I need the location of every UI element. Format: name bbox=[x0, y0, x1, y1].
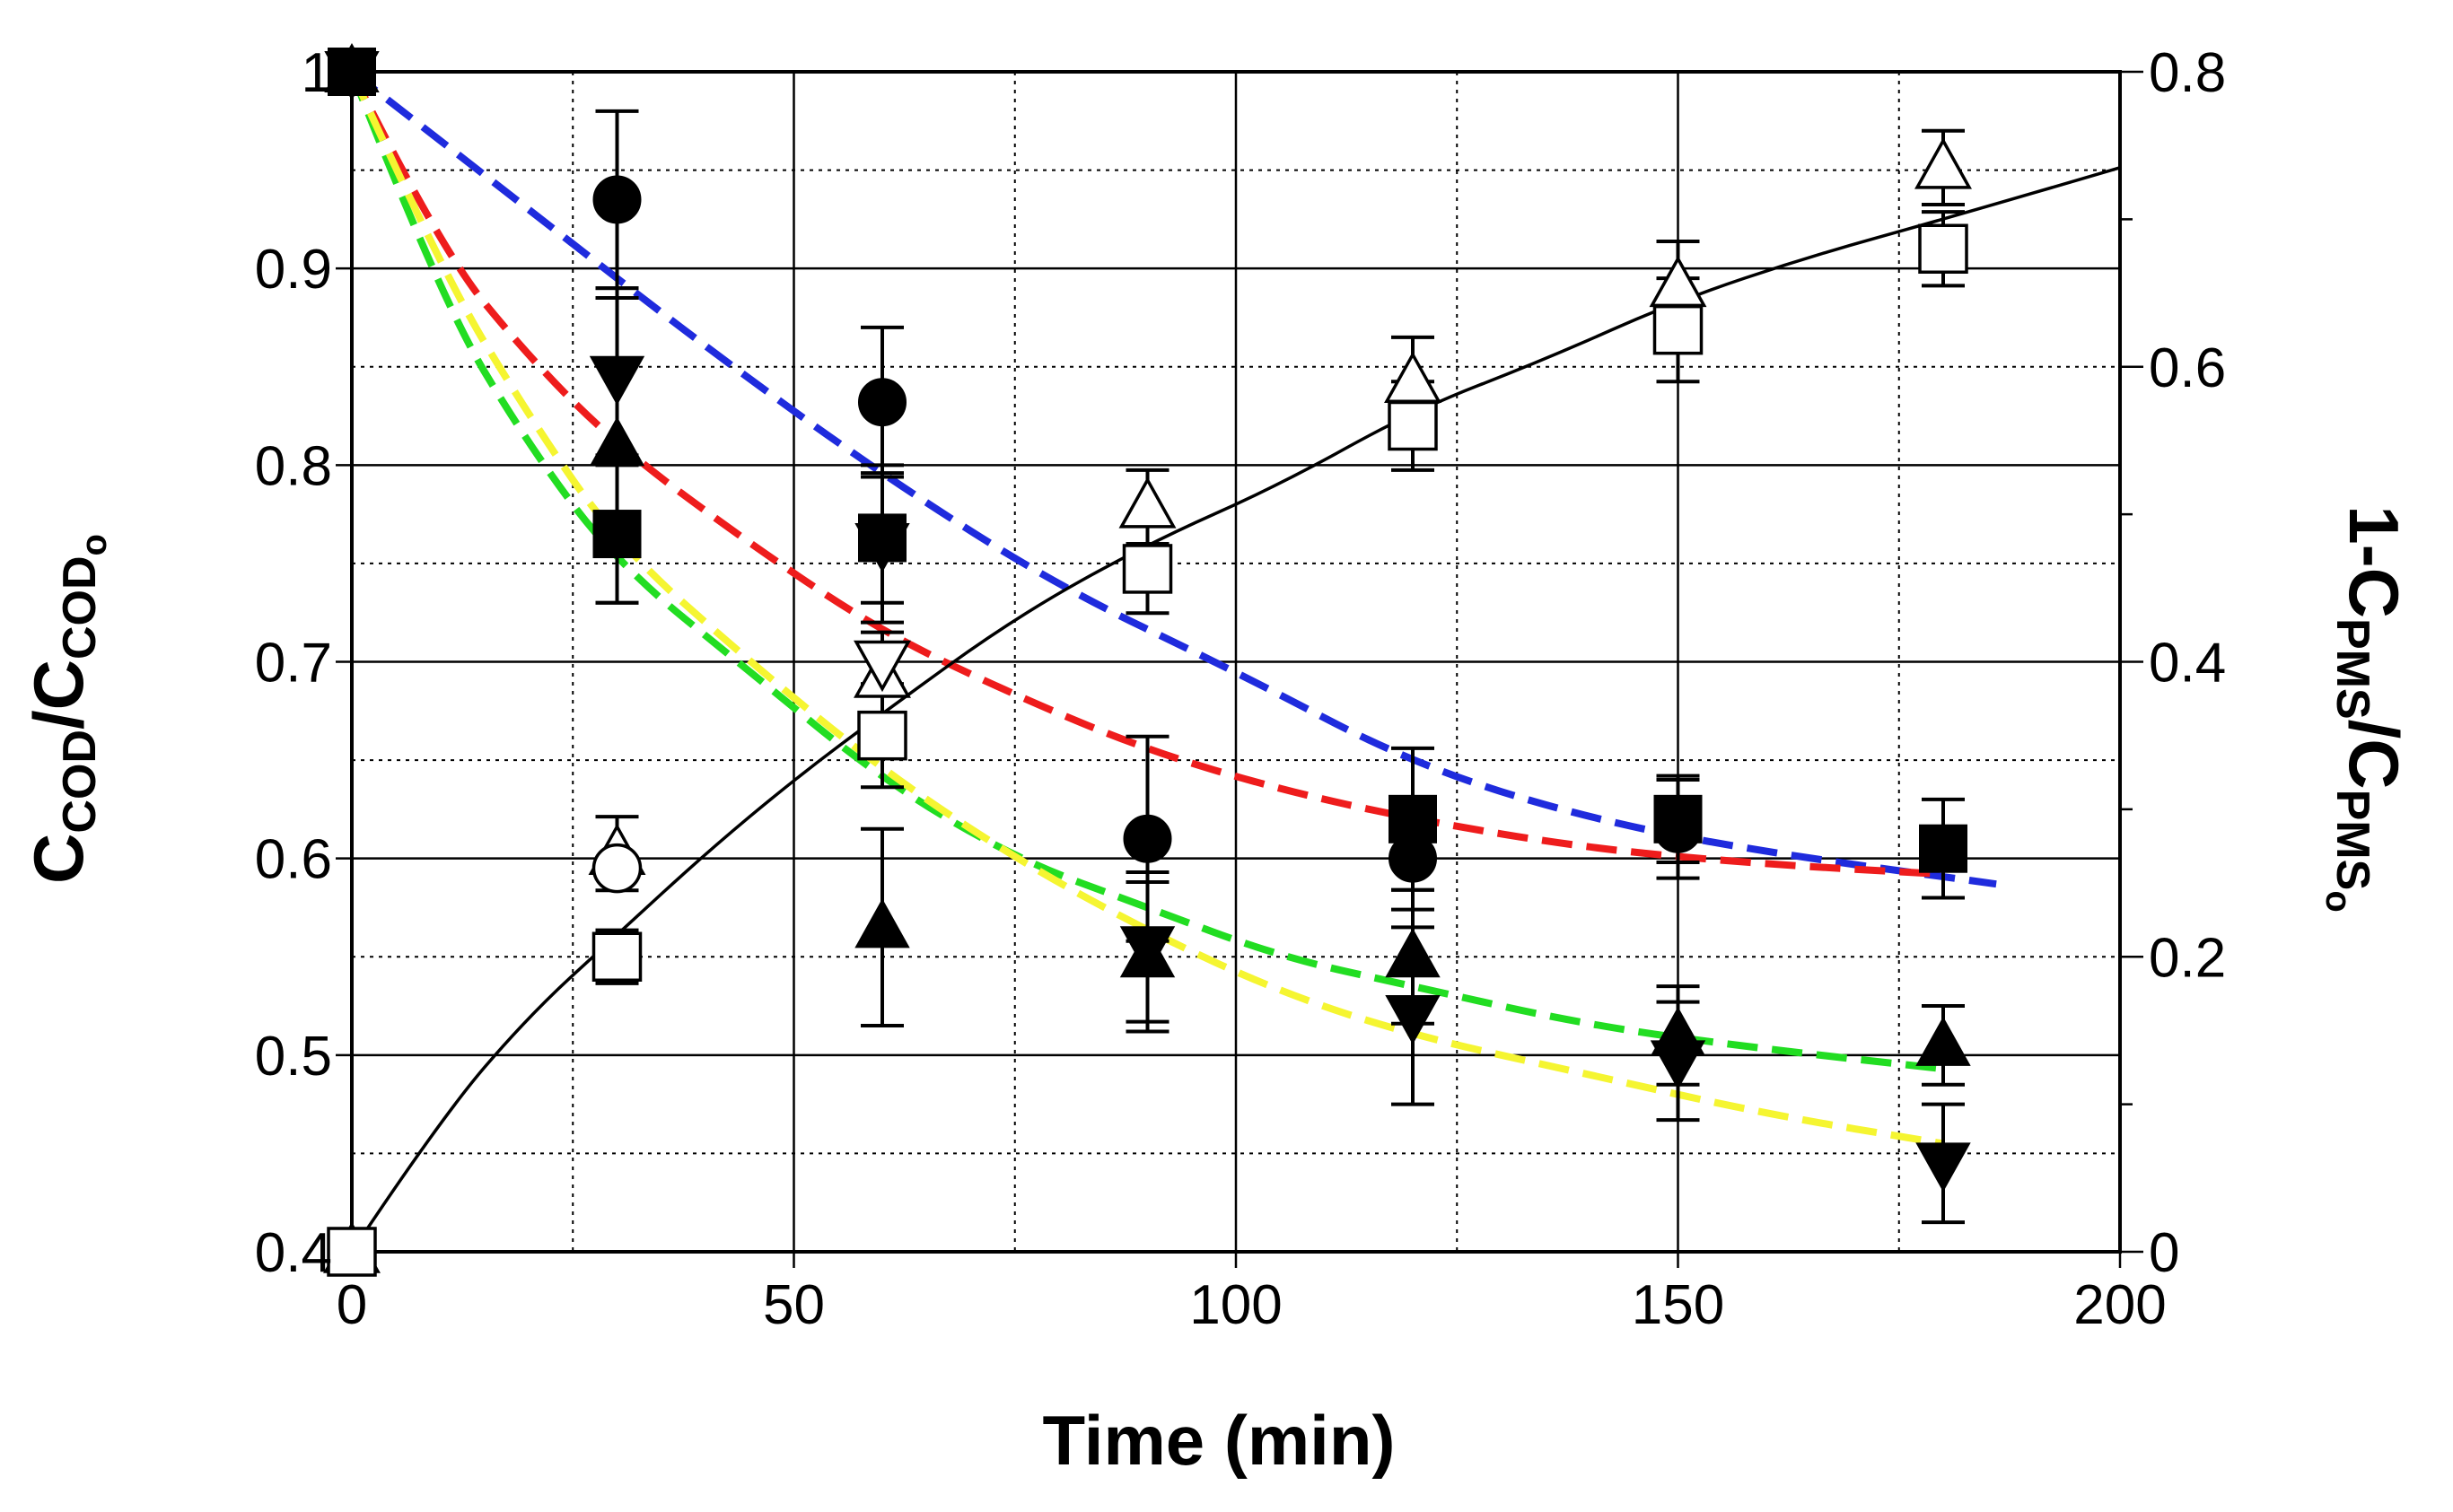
x-axis-title: Time (min) bbox=[1043, 1401, 1396, 1480]
open-triangle-up-point bbox=[1649, 255, 1707, 308]
y2-tick-label: 0.8 bbox=[2149, 42, 2226, 104]
y-axis-title-sub2: COD bbox=[54, 555, 106, 660]
open-square-point bbox=[1652, 304, 1704, 355]
open-square-point bbox=[591, 931, 643, 982]
open-square-point bbox=[1388, 400, 1438, 451]
filled-triangle-down-point bbox=[1385, 995, 1441, 1045]
y-tick-label: 0.8 bbox=[255, 435, 332, 497]
y-tick-label: 0.7 bbox=[255, 633, 332, 695]
y-tick-label: 0.5 bbox=[255, 1026, 332, 1088]
y2-tick-label: 0 bbox=[2149, 1222, 2179, 1284]
x-tick-label: 150 bbox=[1632, 1274, 1724, 1336]
filled-triangle-down-point bbox=[1650, 1040, 1706, 1090]
filled-triangle-up-point bbox=[589, 416, 645, 467]
filled-square-point bbox=[1389, 794, 1437, 843]
filled-triangle-down-point bbox=[589, 355, 645, 406]
y-axis-title-main: C bbox=[19, 834, 98, 884]
open-square-point bbox=[857, 710, 907, 761]
open-triangle-up-point bbox=[1384, 351, 1441, 403]
open-triangle-up-point bbox=[1118, 476, 1177, 529]
filled-square-point bbox=[1919, 824, 1967, 873]
filled-square-point bbox=[592, 510, 642, 559]
y-axis-title-slash: /C bbox=[19, 660, 98, 730]
y2-tick-labels: 0 0.2 0.4 0.6 0.8 bbox=[2149, 42, 2226, 1284]
y-tick-label: 0.9 bbox=[255, 239, 332, 301]
filled-circle-point bbox=[858, 378, 907, 427]
red-fit-line bbox=[348, 70, 1944, 878]
y2-axis-title-subsub: o bbox=[2318, 890, 2358, 912]
filled-triangle-up-point bbox=[1915, 1016, 1971, 1066]
x-tick-label: 100 bbox=[1189, 1274, 1282, 1336]
y-tick-label: 0.4 bbox=[255, 1222, 332, 1284]
x-tick-label: 0 bbox=[337, 1274, 367, 1336]
open-square-point bbox=[327, 1227, 377, 1277]
y-axis-title-sub: COD bbox=[54, 730, 106, 834]
y2-axis-title-sub: PMS bbox=[2326, 618, 2379, 720]
filled-circle-point bbox=[592, 175, 642, 224]
y2-tick-label: 0.6 bbox=[2149, 337, 2226, 399]
y2-axis-title: 1-CPMS/CPMSo bbox=[2318, 505, 2414, 913]
fit-lines bbox=[348, 68, 2121, 1253]
green-fit-line bbox=[348, 70, 1944, 1073]
y-tick-label: 1 bbox=[302, 42, 332, 104]
minor-gridlines bbox=[352, 72, 2120, 1252]
filled-circle-point bbox=[1123, 814, 1172, 863]
y-tick-labels: 0.4 0.5 0.6 0.7 0.8 0.9 1 bbox=[255, 42, 332, 1284]
filled-triangle-down-point bbox=[854, 523, 910, 573]
x-tick-label: 50 bbox=[763, 1274, 825, 1336]
filled-triangle-up-point bbox=[854, 898, 910, 948]
open-square-point bbox=[1122, 544, 1173, 594]
open-triangle-up-point bbox=[1914, 137, 1972, 189]
open-triangle-down-point bbox=[854, 640, 911, 693]
y-tick-label: 0.6 bbox=[255, 829, 332, 891]
open-circle-point bbox=[591, 843, 643, 894]
y2-axis-title-prefix: 1-C bbox=[2335, 505, 2414, 618]
filled-triangle-down-point bbox=[1915, 1142, 1971, 1193]
black-fit-line bbox=[350, 166, 2121, 1253]
blue-fit-line bbox=[349, 68, 1997, 888]
filled-triangle-up-point bbox=[1385, 928, 1441, 978]
y2-tick-label: 0.2 bbox=[2149, 927, 2226, 989]
filled-triangle-down-point bbox=[324, 51, 380, 101]
y2-axis-title-slash: /C bbox=[2335, 720, 2414, 790]
y-axis-title: CCOD/CCODo bbox=[19, 534, 114, 884]
x-tick-labels: 0 50 100 150 200 bbox=[337, 1274, 2167, 1336]
filled-square-point bbox=[1653, 794, 1703, 843]
data-markers bbox=[323, 42, 1972, 1277]
yellow-fit-line bbox=[348, 70, 1944, 1148]
axis-ticks bbox=[336, 70, 2143, 1268]
x-tick-label: 200 bbox=[2073, 1274, 2166, 1336]
y-axis-title-subsub: o bbox=[74, 534, 114, 555]
filled-triangle-down-point bbox=[1119, 926, 1176, 976]
open-square-point bbox=[1918, 223, 1968, 274]
y2-axis-title-sub2: PMS bbox=[2326, 790, 2379, 891]
y2-tick-label: 0.4 bbox=[2149, 633, 2226, 695]
